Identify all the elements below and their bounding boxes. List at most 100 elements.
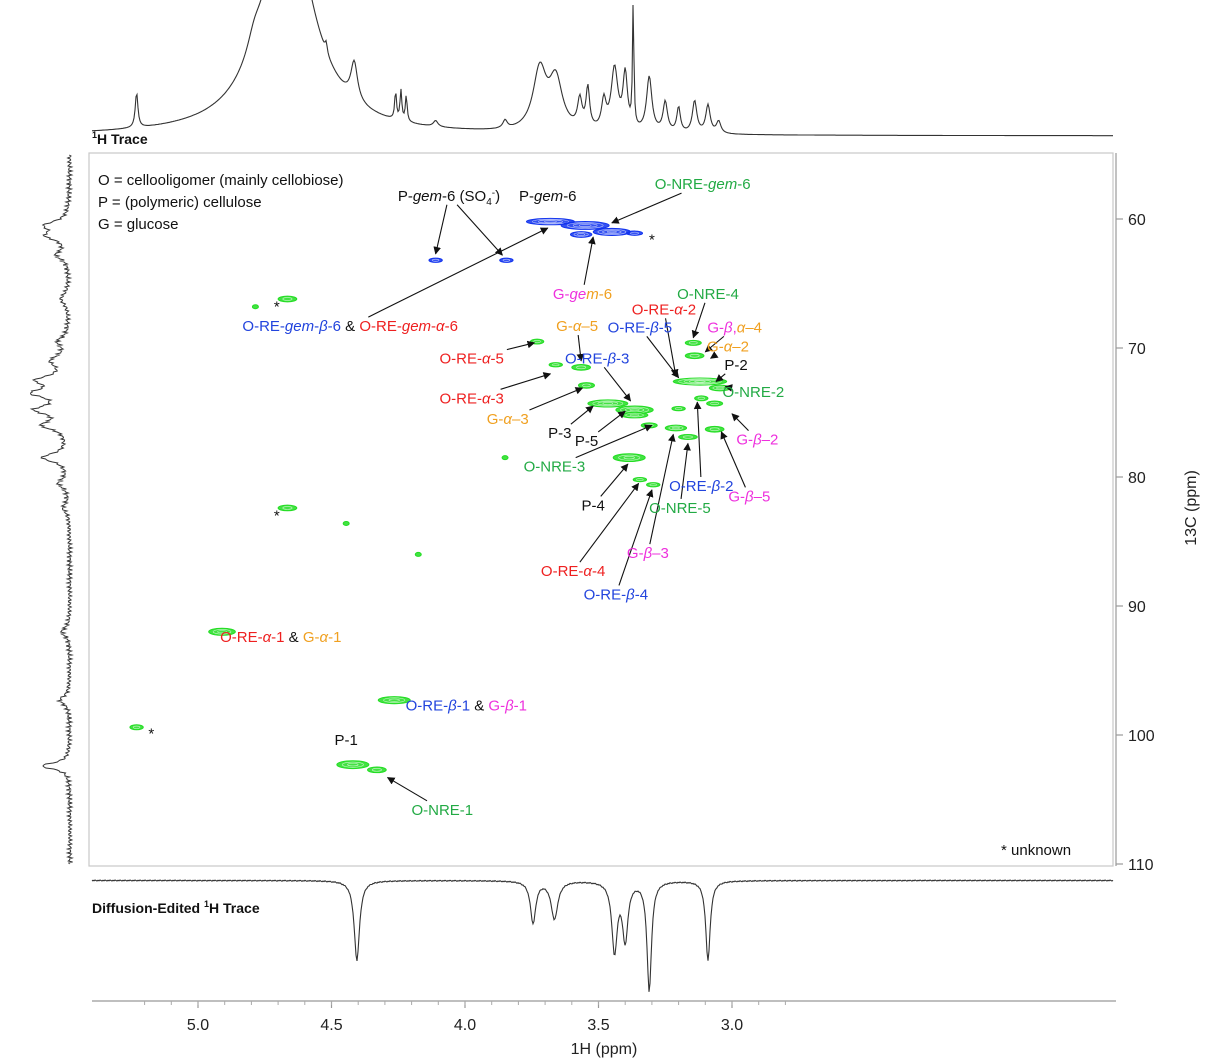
y-axis: 60 70 80 90 100 110 13C (ppm): [1115, 153, 1200, 874]
green-peak: [208, 627, 236, 636]
label-part: α: [583, 563, 592, 580]
green-peak-fill: [277, 504, 298, 512]
label-part: O-RE-: [439, 350, 482, 367]
green-peak-fill: [251, 304, 259, 310]
y-tick-label: 110: [1128, 857, 1154, 874]
blue-peak-fill: [626, 230, 644, 236]
green-peak-contour: [592, 400, 624, 407]
label-part: O-RE-: [406, 697, 449, 714]
green-peak-contour: [282, 506, 293, 510]
peak-label-ast4: *: [649, 232, 655, 249]
label-part: –5: [754, 488, 771, 505]
y-tick-label: 70: [1128, 341, 1146, 358]
label-part: -3: [491, 390, 504, 407]
top-trace-title-nuc: H: [97, 131, 107, 147]
pointer-arrow-oreb5: [646, 336, 680, 379]
label-part: G-: [553, 286, 570, 303]
green-peak-fill: [704, 425, 725, 433]
label-part: ,: [733, 319, 737, 336]
label-part: gem: [534, 188, 563, 205]
label-part: &: [470, 697, 488, 714]
blue-peak-contour: [532, 218, 569, 225]
peak-label-oreb5: O-RE-β-5: [608, 319, 672, 336]
label-part: *: [274, 299, 280, 316]
peak-label-p2: P-2: [724, 357, 747, 374]
label-part: gem: [285, 318, 314, 335]
y-axis-title: 13C (ppm): [1183, 470, 1200, 546]
label-part: G-: [487, 411, 504, 428]
x-tick-label: 4.5: [320, 1017, 342, 1034]
pointer-arrow-p2: [715, 373, 726, 383]
label-part: O-RE-: [242, 318, 285, 335]
peak-label-onre4: O-NRE-4: [677, 286, 739, 303]
label-part: O-NRE-1: [411, 802, 473, 819]
label-part: O-RE-: [220, 629, 263, 646]
green-peak: [672, 377, 728, 386]
blue-peak-contour: [573, 232, 589, 237]
label-part: O-RE-: [359, 318, 402, 335]
green-peak-fill: [632, 476, 648, 483]
blue-peak-fill: [428, 257, 443, 263]
x-ticks: 5.0 4.5 4.0 3.5 3.0: [144, 1001, 786, 1034]
blue-peak-contour: [431, 258, 440, 262]
pointer-arrow-onregem6: [611, 192, 682, 224]
blue-peak: [560, 221, 610, 230]
pointer-arrow-orea4: [579, 482, 640, 563]
label-part: α: [674, 301, 683, 318]
label-part: -2: [683, 301, 696, 318]
green-peak-contour: [282, 297, 293, 301]
green-peak-contour: [388, 698, 400, 702]
peak-label-onre3: O-NRE-3: [524, 459, 586, 476]
green-peak: [414, 551, 422, 557]
green-peak: [646, 482, 661, 488]
peak-label-oreb1: O-RE-β-1 & G-β-1: [406, 697, 527, 714]
bottom-trace-title: Diffusion-Edited 1H Trace: [92, 899, 260, 916]
peak-label-orea1: O-RE-α-1 & G-α-1: [220, 629, 341, 646]
legend-line-3: G = glucose: [98, 216, 178, 233]
green-peak: [336, 760, 370, 770]
blue-peak-contour: [538, 219, 563, 224]
peak-label-pgem6so4: P-gem-6 (SO4-): [398, 188, 500, 208]
pointer-arrow-pgem6so4: [433, 204, 448, 255]
label-part: –5: [581, 318, 598, 335]
label-part: β: [723, 319, 733, 336]
green-peak: [671, 406, 686, 412]
x-tick-label: 3.0: [721, 1017, 743, 1034]
label-part: gem: [402, 318, 431, 335]
green-peak-contour: [688, 341, 698, 345]
label-part: &: [285, 629, 303, 646]
pointer-arrow-gb5: [720, 431, 746, 488]
label-part: G-: [707, 319, 724, 336]
green-peak-fill: [571, 364, 591, 371]
green-peak: [577, 382, 595, 389]
green-peak: [704, 425, 725, 433]
peak-label-oreb2: O-RE-β-2: [669, 478, 733, 495]
label-part: β: [447, 697, 457, 714]
x-axis-title: 1H (ppm): [571, 1041, 638, 1058]
green-peak-fill: [548, 362, 563, 368]
blue-peak-fill: [499, 257, 514, 263]
peak-label-ast3: *: [148, 726, 154, 743]
label-part: G-: [707, 339, 724, 356]
blue-peak-contour: [572, 223, 598, 228]
green-peak: [571, 364, 591, 371]
label-part: α: [573, 318, 582, 335]
label-part: *: [148, 726, 154, 743]
green-peak-fill: [414, 551, 422, 557]
peak-label-oreb4: O-RE-β-4: [584, 586, 648, 603]
green-peak: [620, 411, 649, 419]
green-peak-fill: [646, 482, 661, 488]
label-part: –3: [652, 545, 669, 562]
peak-label-orea3: O-RE-α-3: [439, 390, 503, 407]
label-part: β: [318, 318, 328, 335]
green-peak-contour: [649, 483, 657, 487]
top-trace-title: 1H Trace: [92, 130, 148, 147]
pointer-arrow-ga2: [710, 351, 719, 359]
label-part: P-5: [575, 433, 598, 450]
label-part: O-NRE-: [655, 176, 708, 193]
label-part: O-RE-: [541, 563, 584, 580]
label-layer: P-gem-6 (SO4-) P-gem-6O-NRE-gem-6G-gem-6O…: [148, 176, 784, 819]
bottom-trace: Diffusion-Edited 1H Trace: [91, 879, 1114, 992]
blue-peak: [569, 231, 593, 238]
blue-peak-contour: [544, 220, 557, 223]
